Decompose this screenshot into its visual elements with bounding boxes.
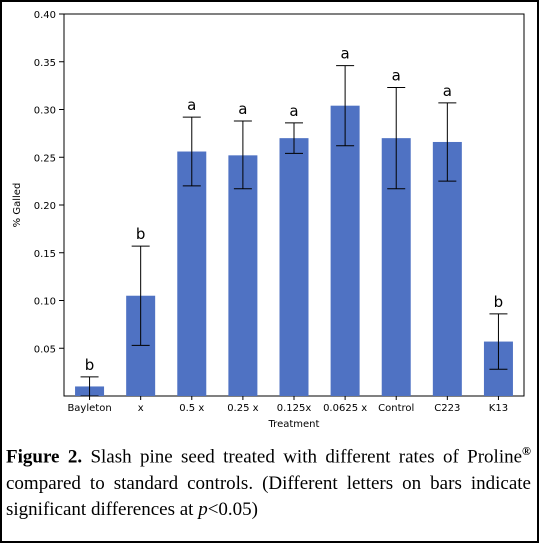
significance-letter: a bbox=[238, 100, 247, 118]
x-tick-label: 0.25 x bbox=[227, 403, 258, 414]
y-tick-label: 0.10 bbox=[34, 297, 56, 308]
bar bbox=[330, 105, 360, 397]
x-tick-label: C223 bbox=[434, 403, 460, 414]
y-tick-label: 0.30 bbox=[34, 106, 56, 117]
caption-text-3: <0.05) bbox=[207, 499, 259, 521]
y-tick-label: 0.20 bbox=[34, 201, 56, 212]
x-tick-label: Control bbox=[378, 403, 414, 414]
y-tick-label: 0.15 bbox=[34, 249, 56, 260]
significance-letter: b bbox=[85, 356, 95, 374]
bar-chart: 0.05 0.10 0.15 0.20 0.25 0.30 0.35 0.40 b Bayleto… bbox=[12, 10, 525, 430]
y-axis-label: % Galled bbox=[12, 183, 23, 228]
x-axis-label: Treatment bbox=[268, 419, 320, 430]
x-tick-label: 0.5 x bbox=[179, 403, 204, 414]
registered-mark: ® bbox=[522, 444, 532, 458]
figure-caption: Figure 2. Slash pine seed treated with d… bbox=[6, 438, 531, 524]
x-tick-label: 0.0625 x bbox=[323, 403, 367, 414]
significance-letter: a bbox=[341, 45, 350, 63]
caption-label: Figure 2. bbox=[6, 446, 83, 468]
y-tick-label: 0.40 bbox=[34, 10, 56, 21]
y-tick-label: 0.35 bbox=[34, 58, 56, 69]
significance-letter: a bbox=[187, 96, 196, 114]
significance-letter: b bbox=[136, 225, 146, 243]
y-tick-label: 0.25 bbox=[34, 153, 56, 164]
x-tick-label: x bbox=[138, 403, 144, 414]
significance-letter: a bbox=[443, 82, 452, 100]
bar bbox=[177, 151, 207, 396]
significance-letter: a bbox=[392, 67, 401, 85]
significance-letter: b bbox=[494, 293, 504, 311]
plot-area: 0.05 0.10 0.15 0.20 0.25 0.30 0.35 0.40 b Bayleto… bbox=[34, 10, 525, 414]
bar bbox=[432, 141, 462, 396]
y-tick-label: 0.05 bbox=[34, 344, 56, 355]
caption-text-2: compared to standard controls. (Differen… bbox=[6, 472, 531, 521]
x-tick-label: K13 bbox=[489, 403, 508, 414]
x-tick-label: 0.125x bbox=[277, 403, 312, 414]
bar bbox=[228, 155, 258, 396]
significance-letter: a bbox=[289, 102, 298, 120]
x-tick-label: Bayleton bbox=[67, 403, 111, 414]
caption-text-1: Slash pine seed treated with different r… bbox=[82, 446, 523, 468]
caption-p-symbol: p bbox=[198, 499, 208, 521]
bar bbox=[279, 138, 309, 396]
